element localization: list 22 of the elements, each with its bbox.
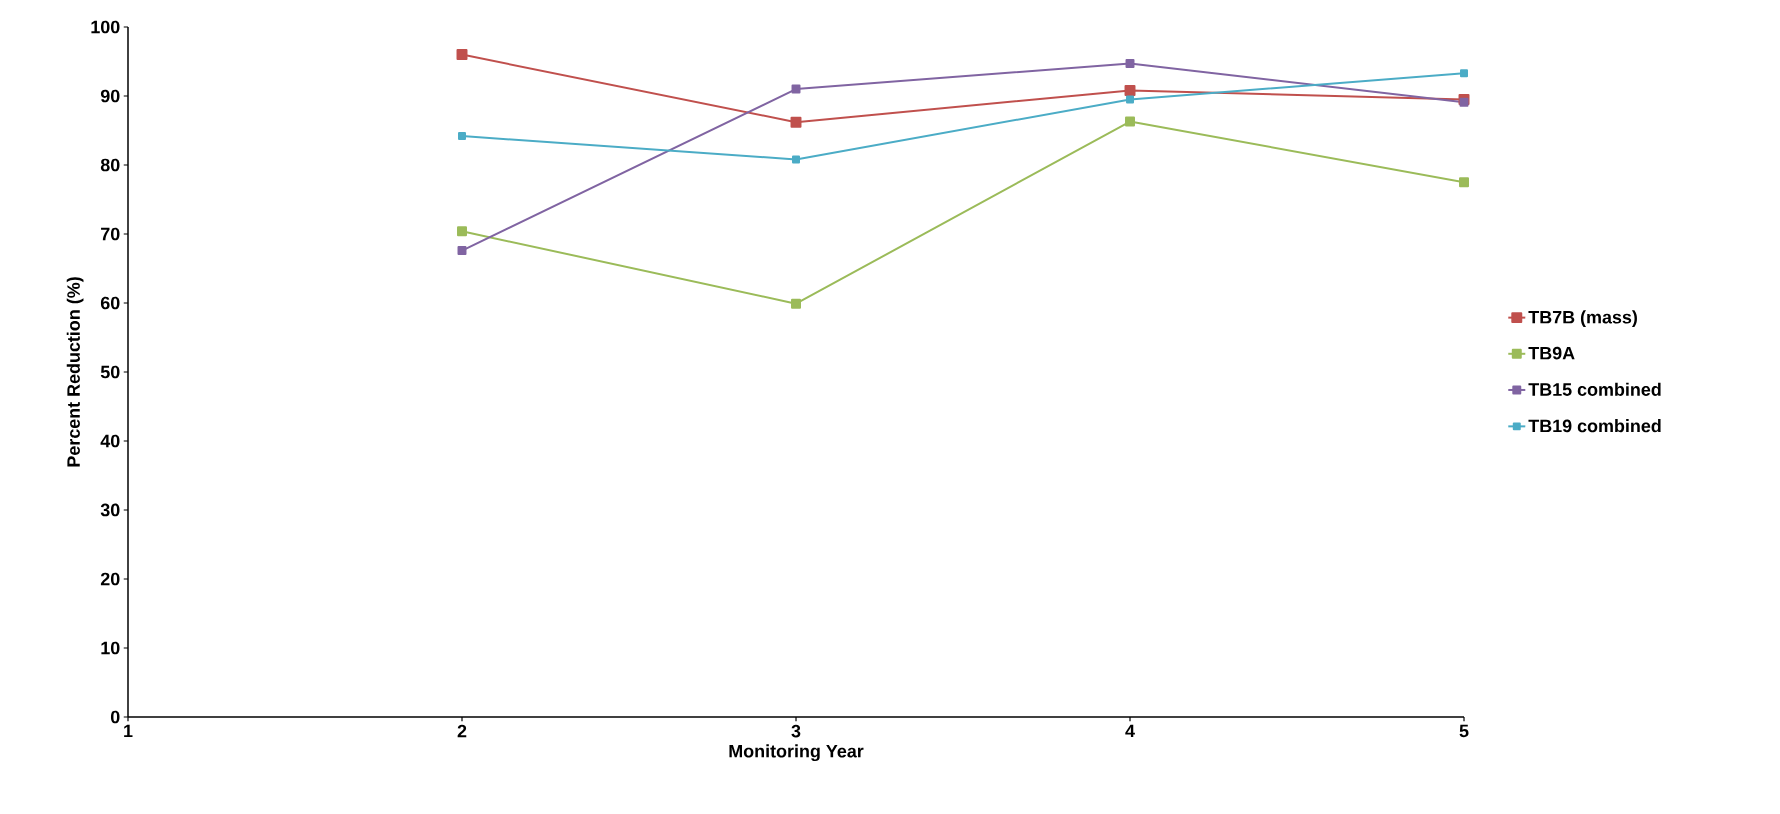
x-tick-label: 2 xyxy=(457,724,467,738)
y-tick-label: 0 xyxy=(110,710,120,724)
y-tick-label: 30 xyxy=(100,503,120,517)
x-tick-label: 1 xyxy=(124,724,133,738)
x-tick-label: 5 xyxy=(1459,724,1469,738)
y-tick-label: 70 xyxy=(101,227,120,241)
legend-label: TB19 combined xyxy=(1528,419,1661,433)
y-tick-label: 10 xyxy=(101,641,120,655)
y-tick-label: 50 xyxy=(100,365,120,379)
y-tick-label: 90 xyxy=(100,89,120,103)
y-axis-title: Percent Reduction (%) xyxy=(66,277,84,467)
y-tick-label: 60 xyxy=(100,296,120,310)
y-tick-label: 20 xyxy=(100,572,120,586)
x-tick-label: 3 xyxy=(791,724,801,738)
y-tick-label: 100 xyxy=(91,20,120,34)
legend-label: TB9A xyxy=(1528,346,1575,360)
y-tick-label: 40 xyxy=(100,434,120,448)
legend-label: TB7B (mass) xyxy=(1528,310,1637,328)
x-axis-title: Monitoring Year xyxy=(729,744,864,762)
x-tick-label: 4 xyxy=(1125,724,1135,738)
legend-label: TB15 combined xyxy=(1528,382,1661,396)
y-tick-label: 80 xyxy=(100,158,120,172)
